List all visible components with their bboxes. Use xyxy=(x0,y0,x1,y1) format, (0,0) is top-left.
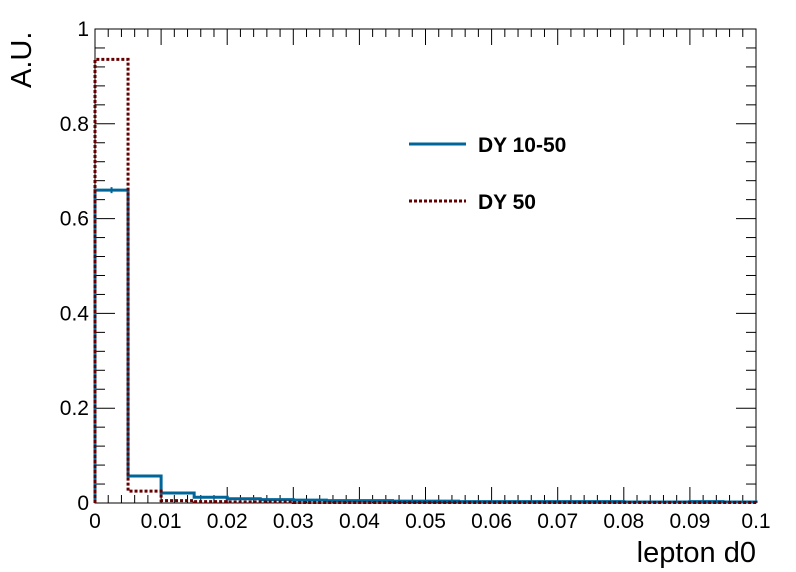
series-line-dy-50 xyxy=(93,57,758,505)
y-axis-title: A.U. xyxy=(6,32,38,88)
y-tick-label-1: 0.2 xyxy=(60,397,89,420)
x-tick-label-4: 0.04 xyxy=(339,510,380,533)
x-tick-label-7: 0.07 xyxy=(537,510,578,533)
x-tick-label-8: 0.08 xyxy=(603,510,644,533)
x-tick-label-2: 0.02 xyxy=(207,510,248,533)
axis-ticks: 0 0.01 0.02 0.03 0.04 0.05 0.06 0.07 0.08 0.09 0.1… xyxy=(60,18,771,533)
legend-label-dy-50: DY 50 xyxy=(478,191,536,214)
series-line-dy-10-50 xyxy=(93,188,758,504)
x-tick-label-1: 0.01 xyxy=(141,510,182,533)
y-tick-label-4: 0.8 xyxy=(60,113,89,136)
x-tick-label-0: 0 xyxy=(89,510,101,533)
series-layer xyxy=(93,57,758,505)
x-tick-label-6: 0.06 xyxy=(471,510,512,533)
x-tick-label-10: 0.1 xyxy=(741,510,770,533)
legend: DY 10-50 DY 50 xyxy=(409,134,566,214)
y-tick-label-3: 0.6 xyxy=(60,208,89,231)
x-tick-label-3: 0.03 xyxy=(273,510,314,533)
x-tick-label-5: 0.05 xyxy=(405,510,446,533)
legend-label-dy-10-50: DY 10-50 xyxy=(478,134,566,157)
x-axis-title: lepton d0 xyxy=(637,537,756,569)
plot-frame xyxy=(94,28,757,504)
y-tick-label-0: 0 xyxy=(77,492,89,515)
y-tick-label-2: 0.4 xyxy=(60,302,90,325)
y-tick-label-5: 1 xyxy=(77,18,89,41)
x-tick-label-9: 0.09 xyxy=(669,510,710,533)
